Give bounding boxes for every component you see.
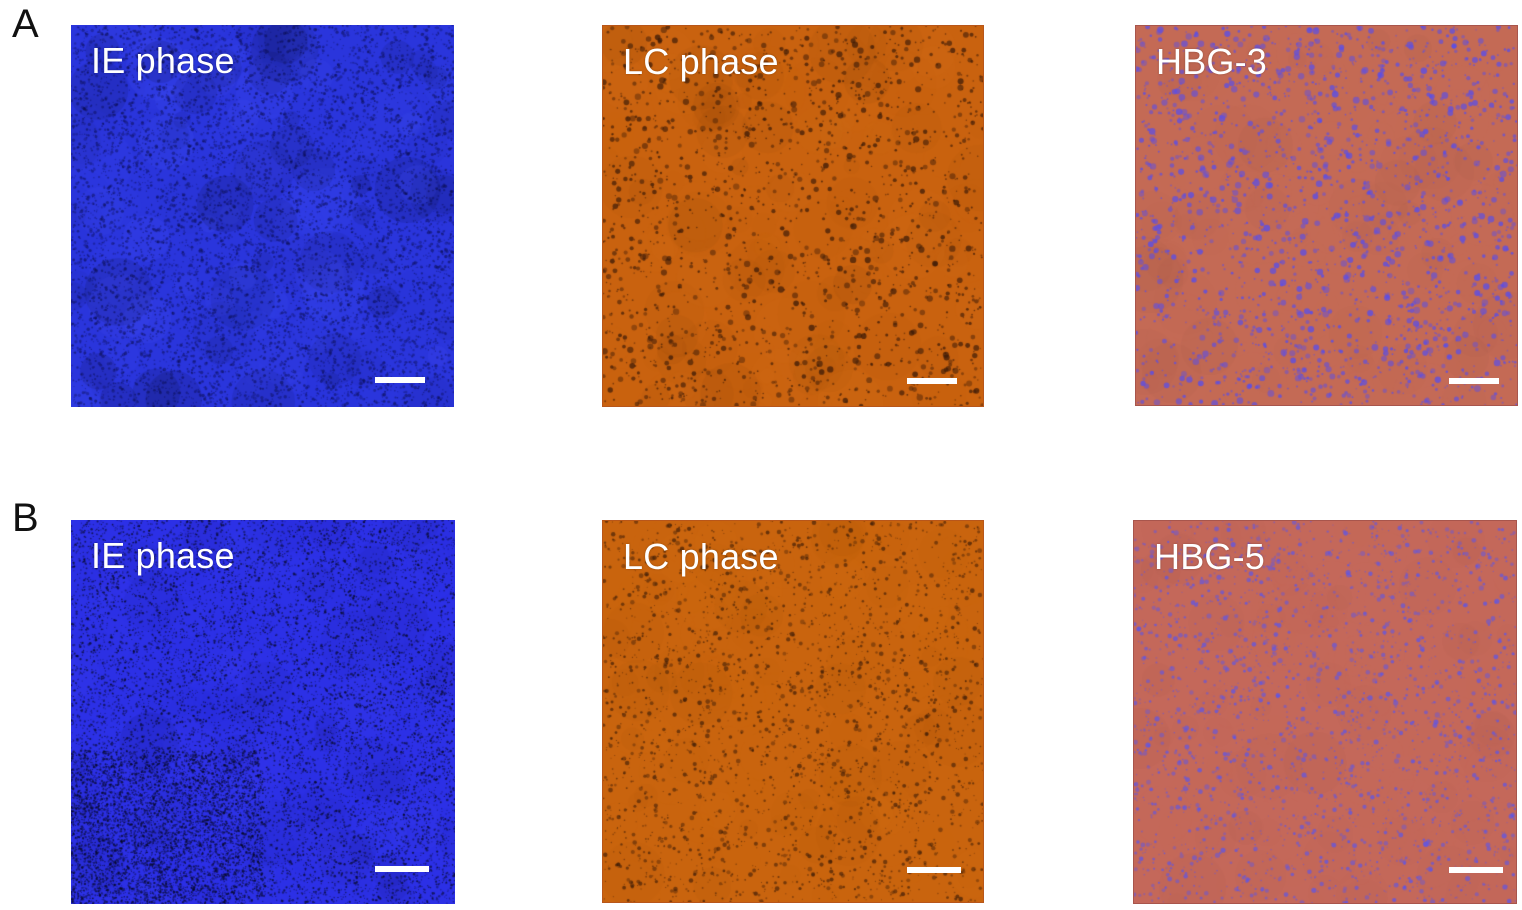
micrograph-panel-b-lc-phase: LC phase xyxy=(602,520,984,903)
micrograph-panel-a-lc-phase: LC phase xyxy=(602,25,984,407)
scale-bar xyxy=(907,867,961,873)
panel-label: HBG-3 xyxy=(1156,41,1268,82)
panel-label: HBG-5 xyxy=(1154,536,1266,577)
micrograph-image xyxy=(71,520,455,904)
scale-bar xyxy=(375,866,429,872)
scale-bar xyxy=(1449,867,1503,873)
micrograph-panel-b-hbg-5: HBG-5 xyxy=(1133,520,1517,904)
micrograph-image xyxy=(603,26,983,406)
micrograph-panel-b-ie-phase: IE phase xyxy=(71,520,455,904)
micrograph-panel-a-hbg-3: HBG-3 xyxy=(1135,25,1518,406)
micrograph-image xyxy=(1134,521,1516,903)
panel-label: IE phase xyxy=(91,40,235,81)
micrograph-image xyxy=(71,25,454,407)
micrograph-panel-a-ie-phase: IE phase xyxy=(71,25,454,407)
scale-bar xyxy=(907,378,957,384)
panel-label: LC phase xyxy=(623,536,779,577)
panel-label: IE phase xyxy=(91,535,235,576)
panel-label: LC phase xyxy=(623,41,779,82)
scale-bar xyxy=(1449,378,1499,384)
row-label-b: B xyxy=(12,496,39,540)
micrograph-image xyxy=(1136,26,1517,405)
scale-bar xyxy=(375,377,425,383)
micrograph-image xyxy=(603,521,983,902)
row-label-a: A xyxy=(12,2,39,46)
